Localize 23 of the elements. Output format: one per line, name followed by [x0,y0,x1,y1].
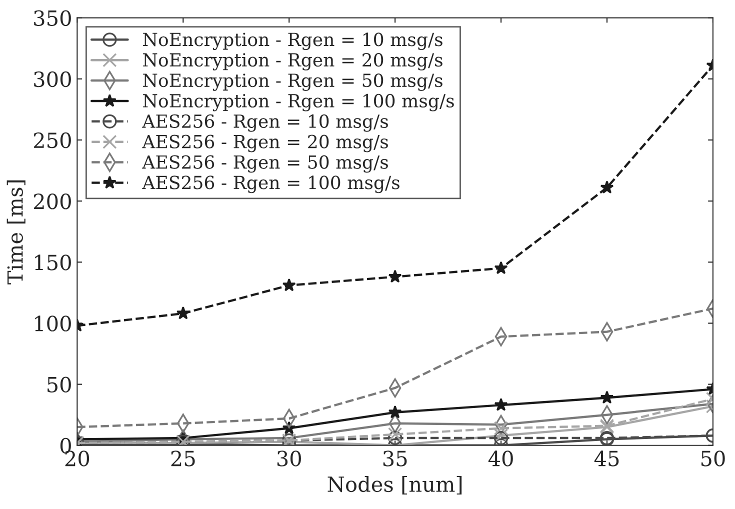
x-axis-title: Nodes [num] [328,476,462,495]
x-tick-label: 45 [594,450,619,466]
x-tick-label: 25 [171,450,195,466]
y-tick-label: 50 [48,376,71,393]
y-tick-label: 200 [34,194,71,210]
legend-label: NoEncryption - Rgen = 50 msg/s [143,73,442,91]
y-tick-label: 350 [34,10,71,26]
x-tick-label: 50 [701,450,725,466]
legend-label: AES256 - Rgen = 100 msg/s [142,176,400,194]
y-tick-label: 300 [34,71,71,88]
y-axis-title: Time [ms] [6,180,26,284]
y-tick-label: 100 [35,316,71,332]
legend-label: NoEncryption - Rgen = 20 msg/s [143,53,442,70]
y-tick-label: 150 [35,254,71,270]
legend-label: AES256 - Rgen = 20 msg/s [142,134,388,152]
legend-label: AES256 - Rgen = 50 msg/s [142,155,388,173]
x-tick-label: 35 [383,450,407,466]
x-tick-label: 30 [277,450,301,466]
y-tick-label: 250 [34,132,71,148]
legend-label: NoEncryption - Rgen = 10 msg/s [143,32,442,50]
legend-label: NoEncryption - Rgen = 100 msg/s [143,94,454,112]
x-tick-label: 40 [488,450,513,466]
legend-label: AES256 - Rgen = 10 msg/s [142,114,388,132]
